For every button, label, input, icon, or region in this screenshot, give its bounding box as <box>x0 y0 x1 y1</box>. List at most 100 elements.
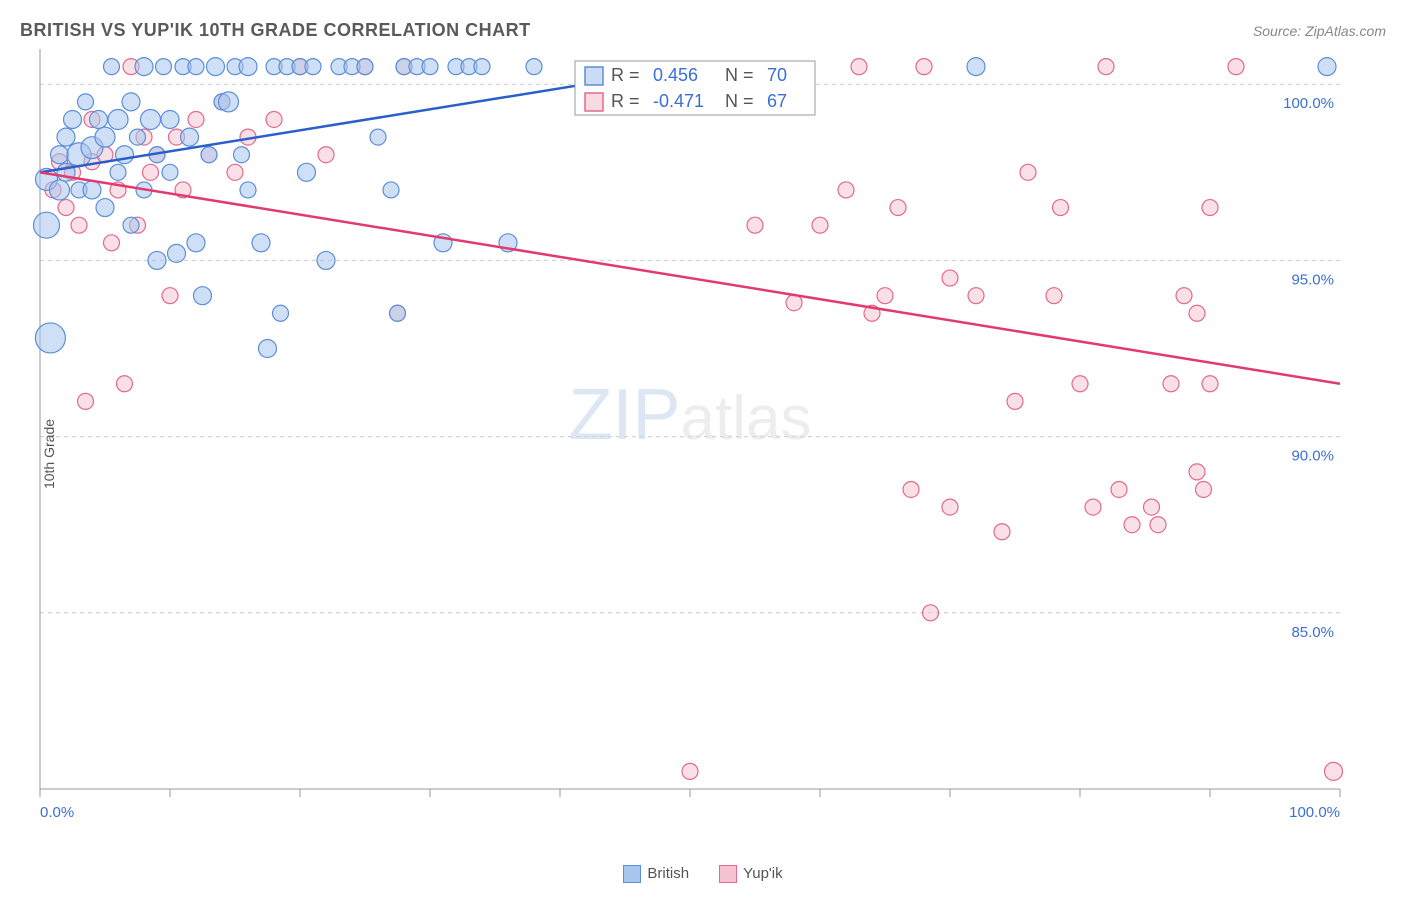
british-point <box>201 147 217 163</box>
yupik-point <box>994 524 1010 540</box>
yupik-point <box>916 59 932 75</box>
yupik-point <box>1144 499 1160 515</box>
british-point <box>194 287 212 305</box>
yupik-point <box>923 605 939 621</box>
yupik-point <box>1085 499 1101 515</box>
british-point <box>34 212 60 238</box>
yupik-point <box>143 164 159 180</box>
yupik-point <box>1228 59 1244 75</box>
british-point <box>122 93 140 111</box>
british-point <box>168 244 186 262</box>
british-point <box>95 127 115 147</box>
yupik-point <box>1202 376 1218 392</box>
british-point <box>64 110 82 128</box>
yupik-point <box>968 288 984 304</box>
svg-text:-0.471: -0.471 <box>653 91 704 111</box>
svg-text:70: 70 <box>767 65 787 85</box>
svg-text:85.0%: 85.0% <box>1291 624 1334 641</box>
legend-item: British <box>623 865 689 883</box>
british-point <box>156 59 172 75</box>
yupik-point <box>851 59 867 75</box>
yupik-point <box>1189 305 1205 321</box>
british-point <box>239 58 257 76</box>
british-point <box>234 147 250 163</box>
yupik-point <box>58 200 74 216</box>
yupik-point <box>1053 200 1069 216</box>
british-point <box>219 92 239 112</box>
yupik-point <box>838 182 854 198</box>
yupik-point <box>117 376 133 392</box>
yupik-point <box>682 763 698 779</box>
british-point <box>240 182 256 198</box>
british-point <box>104 59 120 75</box>
yupik-point <box>1098 59 1114 75</box>
yupik-point <box>1007 393 1023 409</box>
yupik-point <box>1189 464 1205 480</box>
british-point <box>188 59 204 75</box>
legend-swatch <box>719 865 737 883</box>
svg-text:0.456: 0.456 <box>653 65 698 85</box>
yupik-point <box>1196 481 1212 497</box>
british-point <box>135 58 153 76</box>
british-point <box>298 163 316 181</box>
yupik-point <box>942 270 958 286</box>
series-legend: British Yup'ik <box>20 865 1386 883</box>
british-point <box>967 58 985 76</box>
yupik-point <box>71 217 87 233</box>
british-point <box>187 234 205 252</box>
british-point <box>141 109 161 129</box>
british-point <box>422 59 438 75</box>
yupik-point <box>903 481 919 497</box>
british-point <box>123 217 139 233</box>
british-point <box>110 164 126 180</box>
yupik-point <box>1111 481 1127 497</box>
svg-text:0.0%: 0.0% <box>40 804 74 821</box>
british-point <box>148 251 166 269</box>
yupik-point <box>188 111 204 127</box>
british-point <box>108 109 128 129</box>
svg-text:100.0%: 100.0% <box>1289 804 1340 821</box>
british-point <box>130 129 146 145</box>
source-label: Source: ZipAtlas.com <box>1253 23 1386 39</box>
british-point <box>357 59 373 75</box>
british-point <box>90 110 108 128</box>
british-point <box>35 323 65 353</box>
yupik-point <box>1202 200 1218 216</box>
british-point <box>317 251 335 269</box>
british-point <box>259 340 277 358</box>
yupik-point <box>318 147 334 163</box>
british-point <box>252 234 270 252</box>
british-point <box>83 181 101 199</box>
british-point <box>96 199 114 217</box>
yupik-point <box>877 288 893 304</box>
british-point <box>207 58 225 76</box>
british-point <box>273 305 289 321</box>
yupik-point <box>78 393 94 409</box>
yupik-point <box>1150 517 1166 533</box>
british-point <box>181 128 199 146</box>
british-point <box>161 110 179 128</box>
british-point <box>50 180 70 200</box>
yupik-point <box>162 288 178 304</box>
yupik-point <box>890 200 906 216</box>
british-point <box>305 59 321 75</box>
svg-text:N =: N = <box>725 65 754 85</box>
yupik-point <box>1124 517 1140 533</box>
chart-title: BRITISH VS YUP'IK 10TH GRADE CORRELATION… <box>20 20 531 41</box>
british-point <box>370 129 386 145</box>
svg-text:ZIPatlas: ZIPatlas <box>569 375 812 455</box>
british-point <box>474 59 490 75</box>
yupik-point <box>942 499 958 515</box>
svg-text:R =: R = <box>611 65 640 85</box>
yupik-point <box>227 164 243 180</box>
british-point <box>78 94 94 110</box>
british-point <box>57 128 75 146</box>
yupik-point <box>1163 376 1179 392</box>
yupik-point <box>1325 762 1343 780</box>
british-point <box>162 164 178 180</box>
yupik-point <box>266 111 282 127</box>
british-point <box>1318 58 1336 76</box>
yupik-point <box>747 217 763 233</box>
svg-text:95.0%: 95.0% <box>1291 271 1334 288</box>
legend-item: Yup'ik <box>719 865 783 883</box>
